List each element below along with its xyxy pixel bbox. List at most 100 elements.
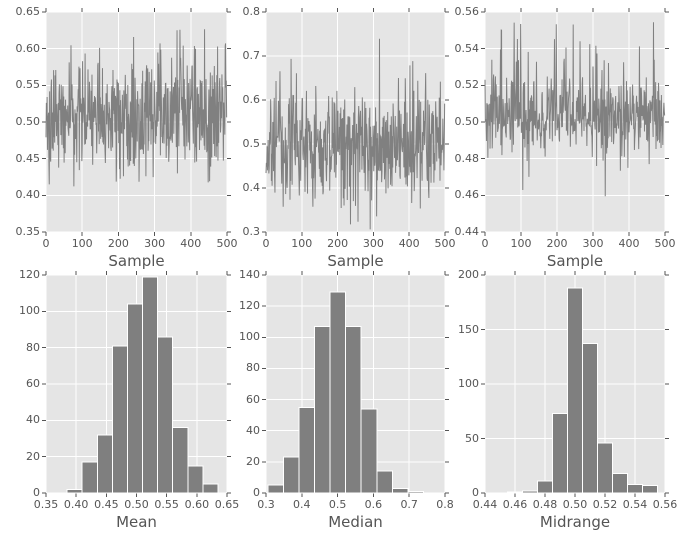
x-tick-label: 0.56 <box>652 498 678 511</box>
y-tick-label: 0.3 <box>242 225 261 238</box>
histogram-bar <box>642 484 658 494</box>
x-tick-label: 0.50 <box>562 498 588 511</box>
y-tick-label: 0 <box>472 486 479 499</box>
histogram-bar <box>329 291 347 494</box>
x-tick-label: 100 <box>71 237 93 250</box>
histogram-bar <box>81 461 98 494</box>
y-tick-label: 50 <box>465 431 479 445</box>
histogram-bar <box>507 491 523 494</box>
y-tick-label: 120 <box>19 268 40 281</box>
series-line <box>265 38 446 230</box>
axis-label-sample-2: Sample <box>327 252 384 270</box>
histogram-bar <box>187 465 204 494</box>
x-tick-label: 0.40 <box>63 498 89 511</box>
histogram-bar <box>627 483 643 494</box>
y-tick-label: 0.8 <box>242 5 261 18</box>
x-tick-label: 0.65 <box>214 498 240 511</box>
median-histogram-plot <box>262 271 449 497</box>
y-tick-label: 0.52 <box>454 78 480 92</box>
histogram-bar <box>202 483 219 494</box>
series-line <box>45 29 228 187</box>
median-sample-series-plot <box>262 8 449 236</box>
midrange-histogram-plot <box>481 271 669 497</box>
x-tick-label: 200 <box>546 237 568 250</box>
x-tick-label: 0.60 <box>184 498 210 511</box>
x-tick-label: 300 <box>144 237 166 250</box>
y-tick-label: 40 <box>246 423 260 437</box>
histogram-bar <box>391 487 409 494</box>
histogram-bar <box>126 303 144 494</box>
x-tick-label: 0.5 <box>328 498 347 511</box>
y-tick-label: 80 <box>246 361 260 375</box>
y-tick-label: 0.50 <box>454 115 480 128</box>
y-tick-label: 0.54 <box>454 41 480 55</box>
y-tick-label: 80 <box>26 340 40 354</box>
histogram-bar <box>298 406 316 494</box>
gridlines <box>484 11 666 233</box>
x-tick-label: 400 <box>618 237 640 250</box>
x-tick-label: 0 <box>42 237 50 250</box>
axis-label-sample-3: Sample <box>546 252 604 270</box>
y-tick-label: 100 <box>239 330 260 344</box>
x-tick-label: 500 <box>216 237 238 250</box>
x-tick-label: 0.45 <box>94 498 119 511</box>
tick-marks <box>481 8 669 236</box>
y-tick-label: 0.60 <box>15 41 41 55</box>
x-tick-label: 0.52 <box>592 498 618 511</box>
histogram-bar <box>537 480 553 494</box>
histogram-bar <box>96 434 113 494</box>
axis-label-median: Median <box>328 513 383 531</box>
x-tick-label: 0.46 <box>502 498 528 511</box>
x-tick-label: 500 <box>434 237 456 250</box>
x-tick-label: 0.50 <box>124 498 149 511</box>
y-tick-label: 0.7 <box>242 49 261 62</box>
y-tick-label: 0 <box>33 486 40 499</box>
y-tick-label: 60 <box>26 377 40 390</box>
y-tick-label: 20 <box>26 449 40 463</box>
y-tick-label: 20 <box>246 454 260 468</box>
tick-marks <box>262 8 449 236</box>
histogram-bar <box>567 287 583 494</box>
y-tick-label: 0.46 <box>454 188 480 202</box>
y-tick-label: 40 <box>26 413 40 427</box>
x-tick-label: 100 <box>291 237 313 250</box>
x-tick-label: 0 <box>481 237 489 250</box>
histogram-bar <box>157 336 174 494</box>
x-tick-label: 0.55 <box>154 498 179 511</box>
x-tick-label: 300 <box>582 237 604 250</box>
histogram-bars <box>507 287 658 494</box>
y-tick-label: 0.6 <box>242 93 261 106</box>
histogram-bar <box>597 442 613 494</box>
y-tick-label: 0.48 <box>454 151 480 165</box>
axis-label-mean: Mean <box>116 513 157 531</box>
histogram-bar <box>142 276 159 494</box>
x-tick-label: 0 <box>262 237 270 250</box>
y-tick-label: 0.40 <box>15 188 41 202</box>
midrange-sample-series-plot <box>481 8 669 236</box>
x-tick-label: 200 <box>107 237 129 250</box>
y-tick-label: 0.65 <box>15 5 41 18</box>
y-tick-label: 0.4 <box>242 181 261 194</box>
histogram-bar <box>111 345 128 494</box>
histogram-bar <box>582 343 598 494</box>
histogram-bars <box>267 291 425 494</box>
tick-marks <box>42 271 231 497</box>
subplot-midrange-sample-series <box>481 8 669 236</box>
y-tick-label: 0 <box>253 486 260 499</box>
x-tick-label: 0.3 <box>257 498 275 511</box>
tick-marks <box>262 271 449 497</box>
x-tick-label: 0.4 <box>293 498 311 511</box>
series-line <box>484 22 666 197</box>
x-tick-label: 0.7 <box>400 498 418 511</box>
histogram-bar <box>612 472 628 494</box>
y-tick-label: 150 <box>458 322 479 336</box>
histogram-bar <box>360 408 378 494</box>
y-tick-label: 0.35 <box>15 225 41 238</box>
y-tick-label: 0.45 <box>15 151 41 165</box>
y-tick-label: 120 <box>239 299 260 313</box>
x-tick-label: 0.8 <box>436 498 454 511</box>
subplot-midrange-histogram <box>481 271 669 497</box>
x-tick-label: 400 <box>398 237 420 250</box>
x-tick-label: 100 <box>510 237 532 250</box>
